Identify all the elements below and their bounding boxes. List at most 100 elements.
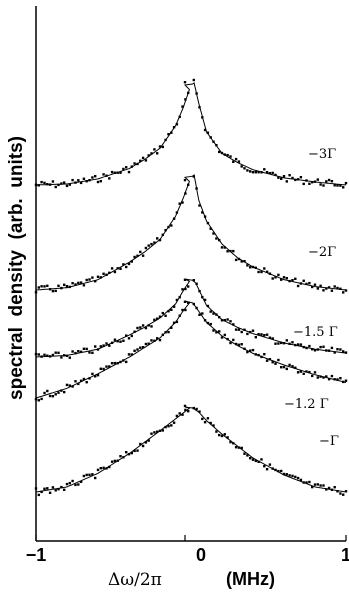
data-point bbox=[65, 184, 69, 188]
data-point bbox=[141, 346, 145, 349]
data-point bbox=[201, 296, 204, 299]
data-point bbox=[195, 306, 198, 310]
data-point bbox=[268, 358, 272, 361]
data-point bbox=[122, 359, 125, 362]
data-point bbox=[192, 302, 195, 306]
data-point bbox=[344, 490, 348, 493]
data-point bbox=[246, 454, 249, 457]
data-point bbox=[110, 362, 114, 365]
data-point bbox=[60, 485, 63, 489]
data-point bbox=[215, 237, 218, 240]
data-point bbox=[178, 314, 181, 317]
data-point bbox=[172, 421, 176, 424]
data-point bbox=[54, 489, 57, 492]
data-point bbox=[282, 175, 286, 178]
data-point bbox=[40, 285, 43, 288]
data-point bbox=[232, 338, 235, 342]
data-point bbox=[209, 227, 212, 230]
data-point bbox=[212, 232, 215, 235]
data-point bbox=[282, 365, 286, 369]
data-point bbox=[82, 177, 86, 180]
data-point bbox=[158, 429, 162, 432]
data-point bbox=[48, 183, 52, 186]
data-point bbox=[277, 469, 280, 473]
data-point bbox=[125, 334, 128, 337]
data-point bbox=[203, 215, 207, 218]
data-point bbox=[167, 225, 170, 229]
data-point bbox=[316, 287, 319, 290]
data-point bbox=[240, 330, 243, 334]
data-point bbox=[226, 436, 229, 439]
data-point bbox=[34, 183, 38, 187]
data-point bbox=[254, 171, 257, 174]
data-point bbox=[251, 171, 255, 174]
data-point bbox=[43, 487, 46, 490]
data-point bbox=[68, 481, 71, 485]
data-point bbox=[79, 480, 83, 483]
data-point bbox=[108, 344, 111, 347]
data-point bbox=[243, 328, 246, 331]
data-point bbox=[285, 339, 288, 342]
spectrum-fit-line bbox=[35, 82, 347, 186]
data-point bbox=[212, 329, 215, 332]
data-point bbox=[122, 456, 125, 459]
data-point bbox=[203, 319, 207, 322]
data-point bbox=[63, 283, 66, 286]
data-point bbox=[198, 410, 201, 413]
data-point bbox=[223, 433, 226, 436]
curve-label: −1.5 Γ bbox=[293, 325, 338, 340]
data-point bbox=[316, 483, 319, 486]
data-point bbox=[344, 351, 348, 354]
data-point bbox=[170, 424, 173, 427]
data-point bbox=[299, 282, 303, 285]
data-point bbox=[187, 183, 190, 186]
data-point bbox=[187, 410, 190, 413]
data-point bbox=[119, 455, 122, 458]
data-point bbox=[167, 310, 170, 313]
data-point bbox=[91, 473, 94, 476]
data-point bbox=[74, 181, 77, 184]
data-point bbox=[156, 152, 159, 155]
data-point bbox=[96, 348, 100, 351]
data-point bbox=[127, 353, 131, 356]
data-point bbox=[178, 202, 181, 205]
data-point bbox=[313, 483, 317, 486]
data-point bbox=[183, 300, 187, 303]
data-point bbox=[51, 289, 55, 293]
data-point bbox=[63, 390, 66, 394]
data-point bbox=[280, 177, 283, 180]
data-point bbox=[99, 467, 102, 470]
data-point bbox=[178, 412, 181, 415]
data-point bbox=[263, 267, 266, 270]
data-point bbox=[339, 287, 342, 290]
spectrum-fit-line bbox=[35, 174, 347, 291]
data-point bbox=[291, 176, 294, 180]
data-point bbox=[48, 394, 52, 398]
data-point bbox=[153, 339, 156, 342]
data-point bbox=[43, 353, 46, 356]
data-point bbox=[94, 345, 97, 348]
data-point bbox=[339, 377, 342, 380]
data-point bbox=[147, 244, 150, 247]
data-point bbox=[327, 378, 331, 381]
data-point bbox=[339, 348, 342, 351]
data-point bbox=[203, 128, 207, 132]
data-point bbox=[184, 287, 187, 291]
data-point bbox=[46, 284, 49, 287]
data-point bbox=[280, 469, 283, 473]
data-point bbox=[274, 276, 277, 279]
data-point bbox=[116, 340, 119, 343]
data-point bbox=[243, 347, 246, 350]
data-point bbox=[147, 439, 150, 442]
data-point bbox=[34, 398, 38, 401]
data-point bbox=[271, 467, 274, 470]
data-point bbox=[274, 342, 277, 345]
data-point bbox=[175, 298, 179, 302]
data-point bbox=[141, 254, 145, 257]
data-point bbox=[265, 333, 269, 336]
data-point bbox=[99, 345, 102, 348]
data-point bbox=[305, 282, 308, 286]
data-point bbox=[102, 367, 105, 371]
data-point bbox=[327, 349, 331, 352]
data-point bbox=[209, 310, 212, 313]
